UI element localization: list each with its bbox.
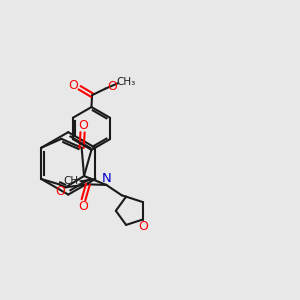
Text: CH₃: CH₃ [117, 77, 136, 87]
Text: CH₃: CH₃ [63, 176, 82, 186]
Text: O: O [55, 185, 65, 198]
Text: O: O [107, 80, 117, 93]
Text: O: O [138, 220, 148, 232]
Text: O: O [78, 119, 88, 132]
Text: O: O [78, 200, 88, 213]
Text: O: O [69, 79, 79, 92]
Text: N: N [102, 172, 112, 185]
